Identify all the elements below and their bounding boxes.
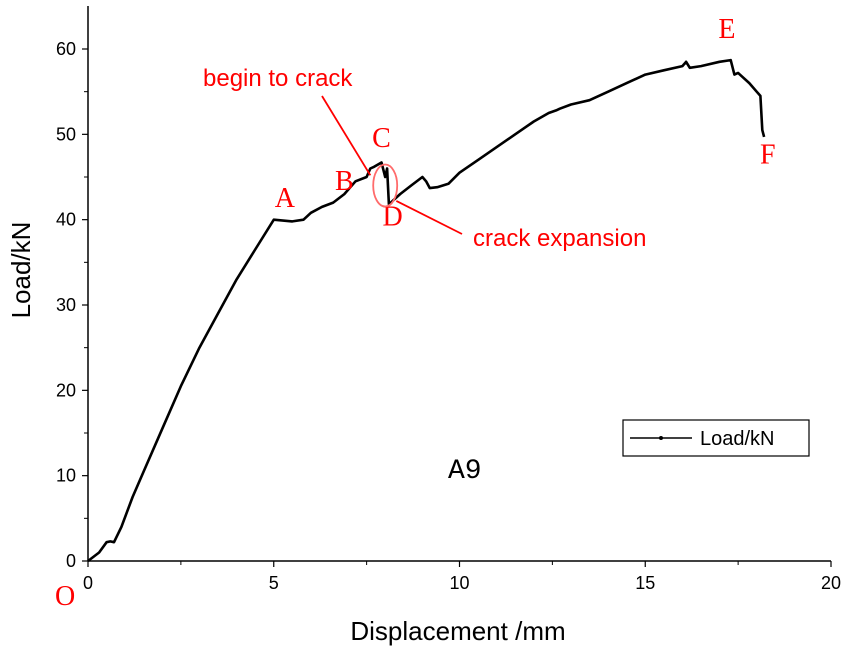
axis-ticks: 0 5 10 15 20 0 10 20 30 40 50 60: [56, 39, 841, 593]
y-tick-label: 0: [66, 551, 76, 571]
x-tick-label: 20: [821, 573, 841, 593]
point-label-a: A: [275, 183, 296, 214]
series-layer: [87, 58, 766, 563]
leader-begin-to-crack: [321, 95, 372, 176]
x-tick-label: 10: [449, 573, 469, 593]
y-axis-title: Load/kN: [6, 222, 36, 319]
origin-label: O: [55, 581, 75, 612]
legend-marker: [659, 436, 663, 440]
y-tick-label: 40: [56, 210, 76, 230]
point-label-c: C: [372, 123, 391, 154]
x-axis-title: Displacement /mm: [350, 616, 565, 646]
y-tick-label: 10: [56, 466, 76, 486]
y-tick-label: 20: [56, 380, 76, 400]
point-label-d: D: [383, 202, 403, 233]
series-line-load: [87, 58, 766, 563]
leader-crack-expansion: [395, 200, 463, 235]
note-crack-expansion: crack expansion: [473, 225, 646, 252]
y-tick-label: 50: [56, 124, 76, 144]
legend: Load/kN: [622, 419, 810, 457]
y-tick-label: 60: [56, 39, 76, 59]
point-label-b: B: [335, 166, 354, 197]
x-tick-label: 0: [83, 573, 93, 593]
x-tick-label: 15: [635, 573, 655, 593]
y-tick-label: 30: [56, 295, 76, 315]
x-tick-label: 5: [269, 573, 279, 593]
point-label-e: E: [718, 14, 735, 45]
crack-expansion-ellipse: [372, 163, 399, 208]
point-label-f: F: [760, 139, 776, 170]
specimen-label: A9: [448, 456, 482, 487]
note-begin-to-crack: begin to crack: [203, 65, 353, 92]
legend-entry-label: Load/kN: [700, 428, 775, 450]
